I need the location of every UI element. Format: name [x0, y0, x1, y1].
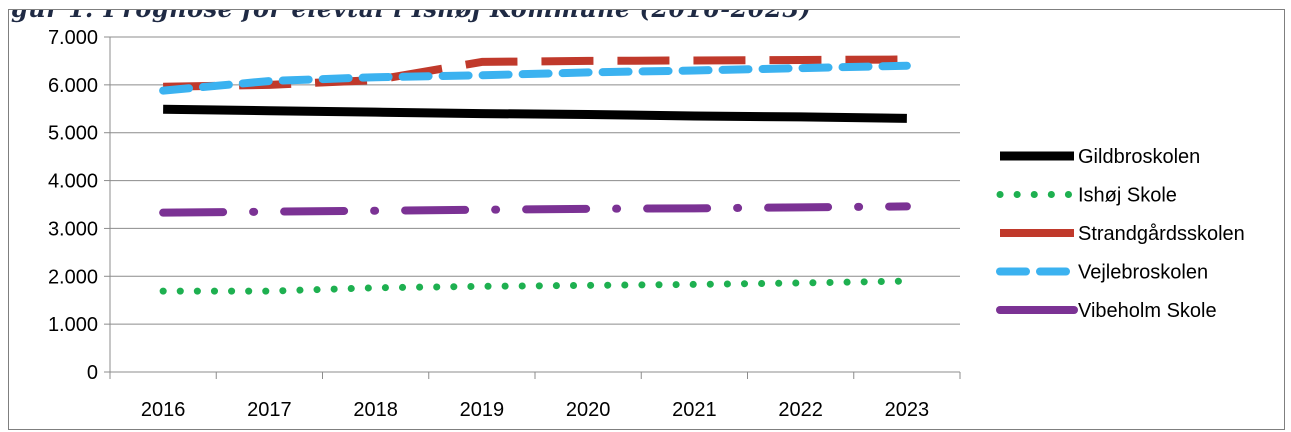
legend-label: Vibeholm Skole	[1078, 300, 1217, 322]
chart-title-cut: gur 1: Prognose for elevtal i Ishøj Komm…	[11, 0, 812, 23]
series-line-ish-j-skole	[159, 277, 911, 295]
series-line-vejlebroskolen	[159, 61, 911, 95]
y-tick-label: 5.000	[48, 123, 98, 145]
legend-label: Strandgårdsskolen	[1078, 223, 1245, 245]
y-tick-label: 3.000	[48, 218, 98, 240]
y-tick-label: 4.000	[48, 171, 98, 193]
y-tick-label: 7.000	[48, 27, 98, 49]
series-line-gildbroskolen	[163, 104, 907, 123]
series-lines	[159, 55, 911, 295]
x-tick-label: 2018	[353, 399, 398, 421]
legend-label: Ishøj Skole	[1078, 185, 1177, 207]
x-tick-label: 2016	[141, 399, 186, 421]
axes: 0 1.000 2.000 3.000 4.000 5.000 6.000 7.000 2016…	[48, 27, 961, 421]
y-tick-label: 0	[87, 362, 98, 384]
y-tick-label: 6.000	[48, 75, 98, 97]
y-tick-label: 1.000	[48, 314, 98, 336]
x-tick-label: 2022	[778, 399, 823, 421]
x-tick-label: 2020	[566, 399, 611, 421]
x-tick-label: 2019	[460, 399, 505, 421]
x-tick-label: 2021	[672, 399, 717, 421]
series-line-vibeholm-skole	[159, 202, 911, 217]
chart-frame: gur 1: Prognose for elevtal i Ishøj Komm…	[8, 9, 1285, 430]
legend-label: Vejlebroskolen	[1078, 262, 1208, 284]
legend-label: Gildbroskolen	[1078, 146, 1200, 168]
legend: Gildbroskolen Ishøj Skole Strandgårdsskole…	[996, 146, 1245, 322]
y-tick-label: 2.000	[48, 266, 98, 288]
x-tick-label: 2017	[247, 399, 292, 421]
x-tick-label: 2023	[885, 399, 930, 421]
